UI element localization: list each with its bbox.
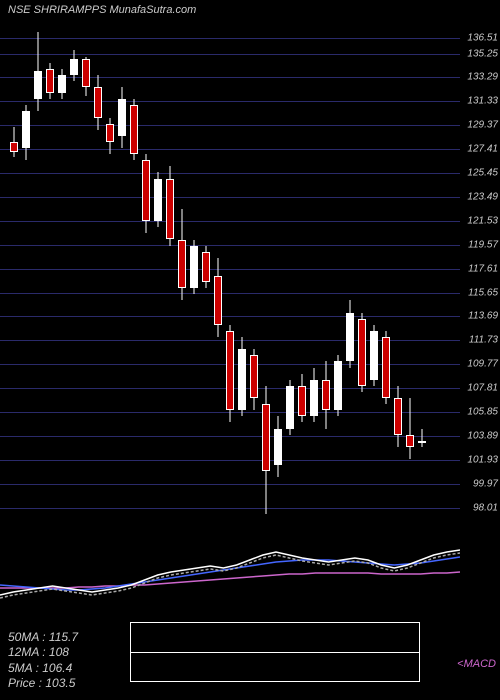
candle <box>130 99 138 160</box>
y-axis-label: 133.29 <box>467 72 498 83</box>
y-axis-label: 101.93 <box>467 454 498 465</box>
candle <box>94 75 102 130</box>
y-axis-label: 127.41 <box>467 144 498 155</box>
candle <box>310 368 318 423</box>
price-panel <box>0 20 460 520</box>
candle <box>334 355 342 416</box>
candle <box>322 361 330 428</box>
gridline <box>0 245 460 246</box>
gridline <box>0 149 460 150</box>
candle <box>10 127 18 156</box>
candle <box>154 172 162 227</box>
gridline <box>0 484 460 485</box>
y-axis-label: 131.33 <box>467 96 498 107</box>
y-axis-label: 105.85 <box>467 407 498 418</box>
ma12-stat: 12MA : 108 <box>8 645 78 661</box>
gridline <box>0 54 460 55</box>
candle <box>82 57 90 96</box>
y-axis-label: 123.49 <box>467 191 498 202</box>
candle <box>394 386 402 447</box>
candle <box>382 331 390 404</box>
candle <box>370 325 378 386</box>
candle <box>58 69 66 99</box>
price-stat: Price : 103.5 <box>8 676 78 692</box>
y-axis-label: 103.89 <box>467 430 498 441</box>
macd-panel: <MACD 50MA : 115.7 12MA : 108 5MA : 106.… <box>0 530 500 700</box>
macd-lines <box>0 530 460 630</box>
gridline <box>0 197 460 198</box>
gridline <box>0 77 460 78</box>
candle <box>34 32 42 111</box>
candle <box>46 63 54 100</box>
y-axis-label: 135.25 <box>467 48 498 59</box>
y-axis-label: 113.69 <box>468 311 498 322</box>
chart-title: NSE SHRIRAMPPS MunafaSutra.com <box>8 4 196 16</box>
gridline <box>0 508 460 509</box>
candle <box>106 118 114 155</box>
macd-label: <MACD <box>457 658 496 670</box>
candle <box>406 398 414 459</box>
y-axis-label: 98.01 <box>473 502 498 513</box>
y-axis-label: 99.97 <box>473 478 498 489</box>
legend-divider <box>131 652 419 653</box>
candle <box>346 300 354 367</box>
y-axis-label: 119.57 <box>468 239 498 250</box>
candle <box>178 209 186 300</box>
candle <box>214 258 222 337</box>
candle <box>190 240 198 295</box>
candle <box>238 337 246 416</box>
y-axis-label: 115.65 <box>468 287 498 298</box>
y-axis-label: 117.61 <box>468 263 498 274</box>
y-axis: 136.51 135.25 133.29 131.33 129.37 127.41 125.… <box>460 20 500 520</box>
gridline <box>0 436 460 437</box>
y-axis-label: 111.73 <box>469 335 498 346</box>
gridline <box>0 221 460 222</box>
candle <box>226 325 234 423</box>
y-axis-label: 121.53 <box>467 215 498 226</box>
y-axis-label: 107.81 <box>467 383 498 394</box>
gridline <box>0 38 460 39</box>
candle <box>358 313 366 392</box>
candle <box>202 246 210 289</box>
y-axis-label: 109.77 <box>467 359 498 370</box>
gridline <box>0 460 460 461</box>
gridline <box>0 293 460 294</box>
gridline <box>0 173 460 174</box>
candle <box>70 50 78 80</box>
gridline <box>0 101 460 102</box>
candle <box>286 380 294 435</box>
candle <box>274 416 282 477</box>
gridline <box>0 125 460 126</box>
ma50-stat: 50MA : 115.7 <box>8 630 78 646</box>
gridline <box>0 316 460 317</box>
candle <box>250 349 258 410</box>
candle <box>142 154 150 233</box>
gridline <box>0 269 460 270</box>
candle <box>298 374 306 423</box>
candle <box>118 87 126 148</box>
candle <box>166 166 174 245</box>
legend-box <box>130 622 420 682</box>
candle <box>22 105 30 160</box>
stats-block: 50MA : 115.7 12MA : 108 5MA : 106.4 Pric… <box>8 630 78 692</box>
stock-chart: NSE SHRIRAMPPS MunafaSutra.com 136.51 135… <box>0 0 500 700</box>
y-axis-label: 125.45 <box>467 168 498 179</box>
y-axis-label: 136.51 <box>467 33 498 44</box>
ma5-stat: 5MA : 106.4 <box>8 661 78 677</box>
candle <box>262 386 270 514</box>
candle <box>418 429 426 447</box>
y-axis-label: 129.37 <box>467 120 498 131</box>
